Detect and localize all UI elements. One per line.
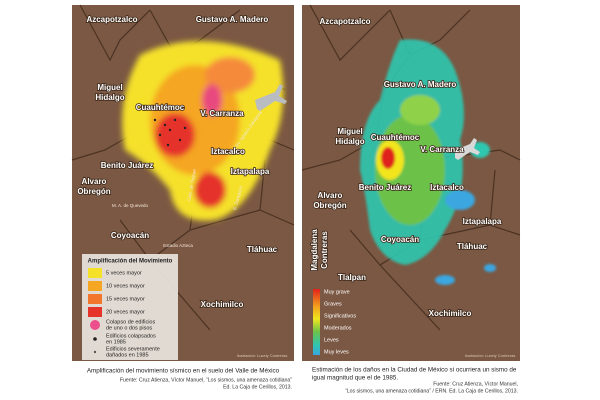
district-label: Hidalgo bbox=[335, 137, 364, 146]
legend-label: Significativos bbox=[324, 313, 356, 319]
street-label: M. A. de Quevedo bbox=[112, 203, 149, 208]
legend-label: Edificios colapsados bbox=[106, 333, 156, 339]
district-label: Obregón bbox=[77, 187, 110, 196]
caption-source: “Los sismos, una amenaza cotidiana” / ER… bbox=[345, 388, 518, 394]
legend-swatch bbox=[88, 268, 102, 278]
district-label: Coyoacán bbox=[381, 235, 419, 244]
legend-color-bar bbox=[313, 289, 320, 355]
legend-label: 5 veces mayor bbox=[106, 270, 142, 276]
credit: Ilustración: Lucely Contreras bbox=[465, 353, 516, 358]
credit: Ilustración: Lucely Contreras bbox=[237, 353, 288, 358]
legend-title: Amplificación del Movimiento bbox=[88, 259, 173, 265]
legend-label: Muy leves bbox=[324, 349, 349, 355]
legend-label: Moderados bbox=[324, 325, 352, 331]
district-label: Obregón bbox=[313, 201, 346, 210]
district-label: Azcapotzalco bbox=[319, 17, 370, 26]
district-label: V. Carranza bbox=[420, 145, 464, 154]
legend-label: Graves bbox=[324, 301, 342, 307]
legend-swatch bbox=[90, 320, 100, 330]
legend-swatch bbox=[93, 337, 97, 341]
district-label: Hidalgo bbox=[95, 93, 124, 102]
legend-label: Colapso de edificios bbox=[106, 319, 155, 325]
legend-label: 10 veces mayor bbox=[106, 283, 145, 289]
amplification-zones bbox=[122, 41, 284, 221]
district-label: Tláhuac bbox=[247, 245, 278, 254]
district-label: Gustavo A. Madero bbox=[384, 80, 457, 89]
district-label: Benito Juárez bbox=[101, 161, 153, 170]
legend-swatch bbox=[88, 281, 102, 291]
district-label: Miguel bbox=[97, 83, 122, 92]
legend-label: 15 veces mayor bbox=[106, 296, 145, 302]
legend-swatch bbox=[88, 307, 102, 317]
legend-swatch bbox=[88, 294, 102, 304]
caption-source: Fuente: Cruz Atienza, Víctor Manuel, “Lo… bbox=[120, 377, 292, 383]
district-label: Miguel bbox=[337, 127, 362, 136]
legend-label: Leves bbox=[324, 337, 339, 343]
street-label: Estadio Azteca bbox=[163, 243, 193, 248]
district-label: Cuauhtémoc bbox=[136, 103, 185, 112]
airport-icon bbox=[455, 138, 480, 160]
district-label: Benito Juárez bbox=[359, 183, 411, 192]
caption-source: Ed. La Caja de Cerillos, 2013. bbox=[223, 384, 292, 390]
district-label: Cuauhtémoc bbox=[371, 133, 420, 142]
street-label: E. Zaragoza bbox=[232, 185, 243, 210]
district-label: Coyoacán bbox=[111, 231, 149, 240]
airport-icon bbox=[255, 84, 287, 111]
damage-zones bbox=[360, 39, 496, 285]
legend-label: de uno o dos pisos bbox=[106, 325, 152, 331]
legend-label: en 1985 bbox=[106, 339, 126, 345]
legend-label: 20 veces mayor bbox=[106, 309, 145, 315]
district-label: Iztapalapa bbox=[231, 167, 270, 176]
caption-source: Fuente: Cruz Atienza, Víctor Manuel, bbox=[433, 381, 518, 387]
legend-label: Muy grave bbox=[324, 289, 350, 295]
street-label: Calz. de Tlalpan bbox=[186, 168, 197, 201]
caption-title: igual magnitud que el de 1985. bbox=[312, 375, 398, 382]
district-label: V. Carranza bbox=[200, 109, 244, 118]
legend-label: Edificios severamente bbox=[106, 346, 160, 352]
district-label: Gustavo A. Madero bbox=[196, 15, 269, 24]
district-label: Xochimilco bbox=[429, 309, 472, 318]
district-label: Iztapalapa bbox=[463, 217, 502, 226]
district-label: Iztacalco bbox=[430, 183, 464, 192]
caption-title: Estimación de los daños en la Ciudad de … bbox=[312, 367, 517, 374]
district-label: Contreras bbox=[320, 231, 329, 269]
caption-title: Amplificación del movimiento sísmico en … bbox=[87, 368, 280, 375]
right-map bbox=[301, 4, 521, 361]
district-label: Iztacalco bbox=[211, 147, 245, 156]
district-label: Magdalena bbox=[310, 229, 319, 271]
legend-swatch bbox=[93, 350, 97, 354]
district-label: Tlalpan bbox=[338, 273, 366, 282]
district-label: Xochimilco bbox=[201, 300, 244, 309]
left-map bbox=[71, 4, 295, 361]
legend-label: dañados en 1985 bbox=[106, 352, 149, 358]
district-label: Azcapotzalco bbox=[86, 15, 137, 24]
collapsed-buildings bbox=[153, 118, 187, 147]
district-label: Tláhuac bbox=[457, 242, 488, 251]
district-label: Alvaro bbox=[318, 191, 343, 200]
district-label: Alvaro bbox=[82, 177, 107, 186]
